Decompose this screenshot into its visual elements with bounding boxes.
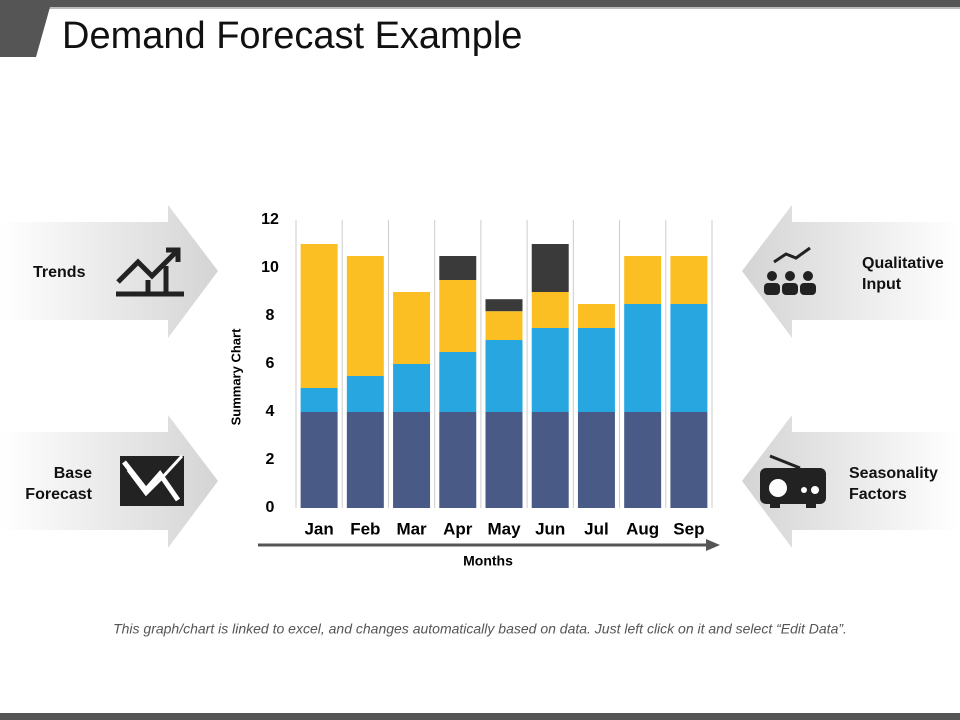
side-label: Qualitative Input <box>862 255 944 293</box>
arrow <box>0 205 218 338</box>
x-tick-label: May <box>487 519 521 538</box>
y-tick-label: 6 <box>266 355 275 372</box>
side-label: Trends <box>33 264 86 281</box>
radio-icon <box>760 454 826 508</box>
x-tick-label: Jun <box>535 519 565 538</box>
top-bar <box>0 0 960 7</box>
y-tick-label: 0 <box>266 499 275 516</box>
bar-segment <box>439 280 477 352</box>
bar-segment <box>439 412 477 508</box>
bar-segment <box>346 376 384 412</box>
x-tick-label: Aug <box>626 519 659 538</box>
bar-segment <box>577 304 615 328</box>
title: Demand Forecast Example <box>62 15 522 57</box>
bar-segment <box>531 292 569 328</box>
trends-icon <box>116 247 184 297</box>
y-tick-label: 4 <box>266 403 275 420</box>
x-tick-label: Sep <box>673 519 704 538</box>
bar-segment <box>670 304 708 412</box>
footnote: This graph/chart is linked to excel, and… <box>113 621 847 637</box>
y-tick-label: 2 <box>266 451 275 468</box>
bar-segment <box>577 412 615 508</box>
bar-segment <box>300 412 338 508</box>
base-forecast-icon <box>120 454 184 506</box>
bar-segment <box>485 311 523 340</box>
bar-segment <box>485 340 523 412</box>
y-tick-label: 12 <box>261 211 279 228</box>
bar-segment <box>346 256 384 376</box>
y-tick-label: 10 <box>261 259 279 276</box>
bar-segment <box>531 412 569 508</box>
bar-segment <box>531 328 569 412</box>
bar-segment <box>670 256 708 304</box>
bar-segment <box>531 244 569 292</box>
x-tick-label: Feb <box>350 519 380 538</box>
bottom-bar <box>0 713 960 720</box>
bar-segment <box>624 256 662 304</box>
bar-segment <box>439 256 477 280</box>
bar-segment <box>485 412 523 508</box>
qualitative-icon <box>764 246 816 295</box>
x-tick-label: Apr <box>443 519 473 538</box>
arrow <box>742 415 960 548</box>
bar-segment <box>393 412 431 508</box>
x-tick-label: Jan <box>304 519 333 538</box>
bar-segment <box>300 388 338 412</box>
bar-segment <box>346 412 384 508</box>
x-axis-label: Months <box>463 553 513 569</box>
side-label: Base Forecast <box>25 465 92 503</box>
top-rule <box>0 7 960 9</box>
arrow <box>0 415 218 548</box>
corner-block <box>0 0 52 57</box>
bar-segment <box>485 299 523 312</box>
y-axis-label: Summary Chart <box>228 328 243 425</box>
arrow <box>742 205 960 338</box>
y-tick-label: 8 <box>266 307 275 324</box>
bar-segment <box>624 412 662 508</box>
bar-segment <box>439 352 477 412</box>
bar-segment <box>670 412 708 508</box>
x-tick-label: Jul <box>584 519 609 538</box>
x-tick-label: Mar <box>396 519 427 538</box>
axis-arrowhead <box>706 539 720 551</box>
bar-segment <box>624 304 662 412</box>
side-label: Seasonality Factors <box>849 465 938 503</box>
bar-segment <box>393 364 431 412</box>
bar-segment <box>393 292 431 364</box>
bar-segment <box>300 244 338 388</box>
bar-segment <box>577 328 615 412</box>
